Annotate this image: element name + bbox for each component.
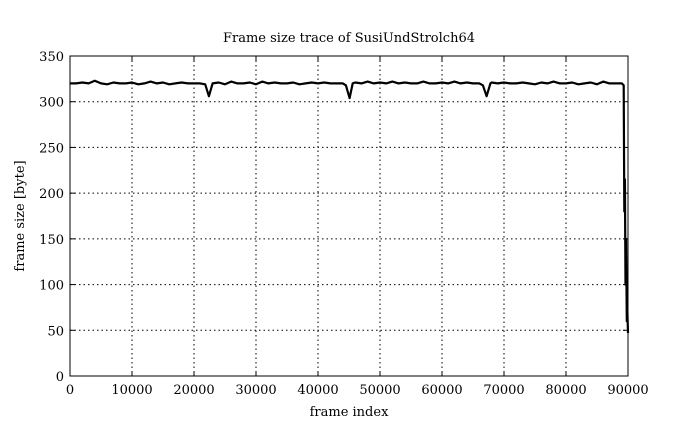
x-axis-label: frame index [310, 405, 389, 420]
y-tick-label: 300 [39, 96, 64, 111]
chart-title: Frame size trace of SusiUndStrolch64 [223, 31, 475, 46]
x-tick-label: 10000 [111, 383, 152, 398]
y-tick-label: 200 [39, 187, 64, 202]
y-axis-label: frame size [byte] [13, 160, 28, 271]
x-tick-label: 40000 [297, 383, 338, 398]
x-tick-label: 60000 [421, 383, 462, 398]
y-tick-label: 0 [56, 370, 64, 385]
series-line [70, 79, 630, 334]
x-tick-label: 80000 [545, 383, 586, 398]
x-tick-label: 50000 [359, 383, 400, 398]
y-tick-label: 100 [39, 279, 64, 294]
x-tick-label: 90000 [607, 383, 648, 398]
y-tick-label: 50 [47, 324, 64, 339]
y-tick-label: 250 [39, 141, 64, 156]
y-tick-label: 150 [39, 233, 64, 248]
y-tick-label: 350 [39, 50, 64, 65]
x-tick-label: 0 [66, 383, 74, 398]
plot-frame [69, 55, 629, 377]
x-tick-label: 30000 [235, 383, 276, 398]
x-tick-label: 20000 [173, 383, 214, 398]
x-tick-label: 70000 [483, 383, 524, 398]
